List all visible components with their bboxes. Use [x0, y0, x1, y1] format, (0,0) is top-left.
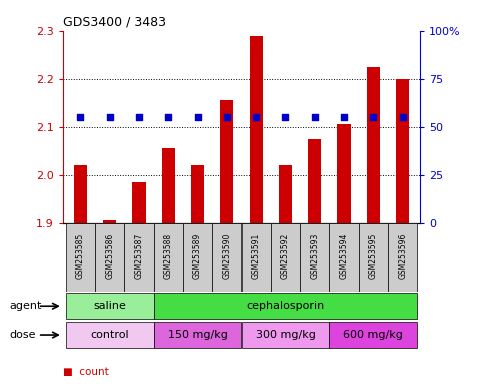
- Bar: [242, 223, 271, 292]
- Bar: [329, 322, 417, 348]
- Point: [252, 114, 260, 120]
- Text: 150 mg/kg: 150 mg/kg: [168, 330, 227, 340]
- Text: GSM253585: GSM253585: [76, 233, 85, 279]
- Bar: [132, 182, 145, 223]
- Text: GDS3400 / 3483: GDS3400 / 3483: [63, 15, 166, 28]
- Bar: [396, 79, 409, 223]
- Bar: [308, 139, 321, 223]
- Bar: [367, 67, 380, 223]
- Text: GSM253587: GSM253587: [134, 233, 143, 279]
- Bar: [162, 148, 175, 223]
- Point: [369, 114, 377, 120]
- Text: GSM253590: GSM253590: [222, 233, 231, 280]
- Point: [135, 114, 143, 120]
- Text: agent: agent: [10, 301, 42, 311]
- Bar: [329, 223, 359, 292]
- Text: GSM253594: GSM253594: [340, 233, 349, 280]
- Bar: [271, 223, 300, 292]
- Bar: [154, 322, 242, 348]
- Bar: [66, 322, 154, 348]
- Bar: [103, 220, 116, 223]
- Bar: [338, 124, 351, 223]
- Text: control: control: [90, 330, 129, 340]
- Point: [311, 114, 319, 120]
- Point: [106, 114, 114, 120]
- Bar: [388, 223, 417, 292]
- Bar: [212, 223, 242, 292]
- Bar: [191, 165, 204, 223]
- Text: GSM253591: GSM253591: [252, 233, 261, 279]
- Text: dose: dose: [10, 330, 36, 340]
- Text: cephalosporin: cephalosporin: [246, 301, 325, 311]
- Bar: [66, 223, 95, 292]
- Text: GSM253596: GSM253596: [398, 233, 407, 280]
- Bar: [154, 293, 417, 319]
- Text: GSM253595: GSM253595: [369, 233, 378, 280]
- Point: [76, 114, 84, 120]
- Bar: [220, 100, 233, 223]
- Point: [194, 114, 201, 120]
- Text: saline: saline: [93, 301, 126, 311]
- Bar: [66, 293, 154, 319]
- Point: [340, 114, 348, 120]
- Bar: [359, 223, 388, 292]
- Point: [223, 114, 231, 120]
- Point: [282, 114, 289, 120]
- Bar: [124, 223, 154, 292]
- Text: GSM253593: GSM253593: [310, 233, 319, 280]
- Text: 600 mg/kg: 600 mg/kg: [343, 330, 403, 340]
- Point: [399, 114, 407, 120]
- Text: GSM253592: GSM253592: [281, 233, 290, 279]
- Bar: [300, 223, 329, 292]
- Text: ■  count: ■ count: [63, 367, 109, 377]
- Bar: [250, 36, 263, 223]
- Bar: [183, 223, 212, 292]
- Point: [164, 114, 172, 120]
- Text: GSM253589: GSM253589: [193, 233, 202, 279]
- Text: GSM253586: GSM253586: [105, 233, 114, 279]
- Text: GSM253588: GSM253588: [164, 233, 173, 279]
- Bar: [95, 223, 124, 292]
- Bar: [74, 165, 87, 223]
- Bar: [154, 223, 183, 292]
- Text: 300 mg/kg: 300 mg/kg: [256, 330, 315, 340]
- Bar: [242, 322, 329, 348]
- Bar: [279, 165, 292, 223]
